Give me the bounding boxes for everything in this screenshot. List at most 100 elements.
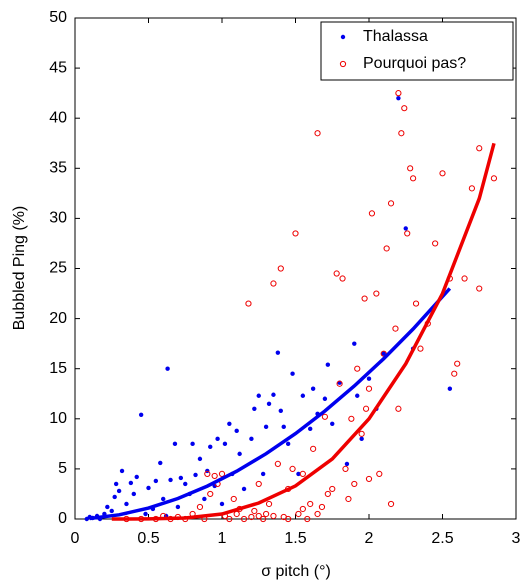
- point: [119, 468, 125, 474]
- point: [241, 486, 247, 492]
- point: [237, 451, 242, 457]
- point: [153, 478, 159, 484]
- point: [172, 441, 178, 447]
- point: [392, 325, 399, 332]
- point: [330, 421, 335, 427]
- y-tick-label: 50: [49, 9, 67, 26]
- point: [158, 460, 163, 466]
- point: [339, 60, 347, 68]
- point: [292, 230, 299, 237]
- point: [219, 501, 225, 507]
- point: [304, 515, 311, 523]
- point: [324, 490, 331, 498]
- legend-label: Pourquoi pas?: [363, 55, 466, 72]
- point: [451, 370, 458, 377]
- point: [193, 472, 198, 478]
- point: [211, 472, 218, 480]
- point: [197, 456, 203, 462]
- point: [249, 436, 254, 442]
- point: [387, 200, 395, 207]
- point: [278, 408, 283, 413]
- legend-label: Thalassa: [363, 28, 428, 45]
- point: [218, 470, 226, 478]
- point: [401, 105, 408, 112]
- point: [143, 511, 148, 517]
- point: [404, 230, 411, 237]
- point: [314, 130, 321, 137]
- y-tick-label: 30: [49, 210, 67, 227]
- point: [270, 280, 277, 287]
- point: [255, 480, 262, 488]
- point: [366, 376, 372, 381]
- point: [251, 507, 258, 515]
- legend: Thalassa Pourquoi pas?: [320, 21, 514, 81]
- point: [342, 465, 349, 472]
- point: [329, 485, 336, 493]
- fit-curve: [111, 142, 496, 521]
- point: [233, 510, 240, 518]
- point: [310, 386, 316, 391]
- point: [376, 470, 383, 478]
- point: [274, 460, 281, 467]
- point: [395, 405, 402, 412]
- point: [255, 512, 262, 520]
- point: [373, 290, 380, 297]
- y-tick-label: 25: [49, 260, 67, 277]
- point: [344, 461, 350, 467]
- point: [260, 471, 266, 477]
- y-tick-label: 15: [49, 360, 67, 377]
- point: [352, 341, 357, 346]
- y-tick-label: 5: [58, 460, 67, 477]
- point: [299, 470, 306, 478]
- point: [270, 512, 277, 520]
- x-tick-label: 0.5: [137, 530, 159, 547]
- point: [113, 481, 119, 487]
- point: [263, 424, 269, 430]
- y-tick-label: 0: [58, 510, 67, 527]
- point: [321, 413, 328, 420]
- point: [275, 350, 281, 355]
- point: [222, 441, 228, 447]
- point: [281, 424, 286, 430]
- point: [395, 90, 402, 97]
- point: [112, 494, 117, 500]
- point: [134, 474, 139, 480]
- point: [368, 210, 376, 217]
- point: [234, 428, 239, 434]
- fit-curve: [89, 287, 452, 521]
- point: [314, 510, 321, 518]
- point: [354, 365, 361, 372]
- point: [230, 495, 237, 503]
- point: [308, 426, 313, 432]
- point: [168, 477, 173, 483]
- point: [359, 436, 364, 442]
- point: [490, 175, 498, 182]
- point: [412, 300, 420, 307]
- x-axis-label: σ pitch (°): [261, 563, 331, 580]
- point: [226, 515, 233, 523]
- point: [348, 415, 355, 422]
- point: [325, 362, 331, 367]
- point: [161, 496, 166, 502]
- point: [183, 481, 188, 487]
- point: [365, 385, 373, 392]
- point: [109, 508, 114, 514]
- point: [196, 503, 204, 511]
- x-tick-label: 2.5: [431, 530, 453, 547]
- point: [340, 34, 346, 40]
- point: [266, 401, 272, 406]
- legend-box: [320, 21, 514, 81]
- point: [439, 170, 446, 177]
- point: [128, 480, 134, 486]
- point: [131, 491, 136, 497]
- point: [432, 240, 439, 247]
- point: [146, 485, 151, 491]
- point: [299, 505, 306, 513]
- point: [138, 412, 144, 417]
- point: [271, 392, 276, 397]
- point: [124, 501, 129, 507]
- point: [215, 436, 220, 442]
- point: [318, 503, 326, 511]
- point: [310, 445, 317, 452]
